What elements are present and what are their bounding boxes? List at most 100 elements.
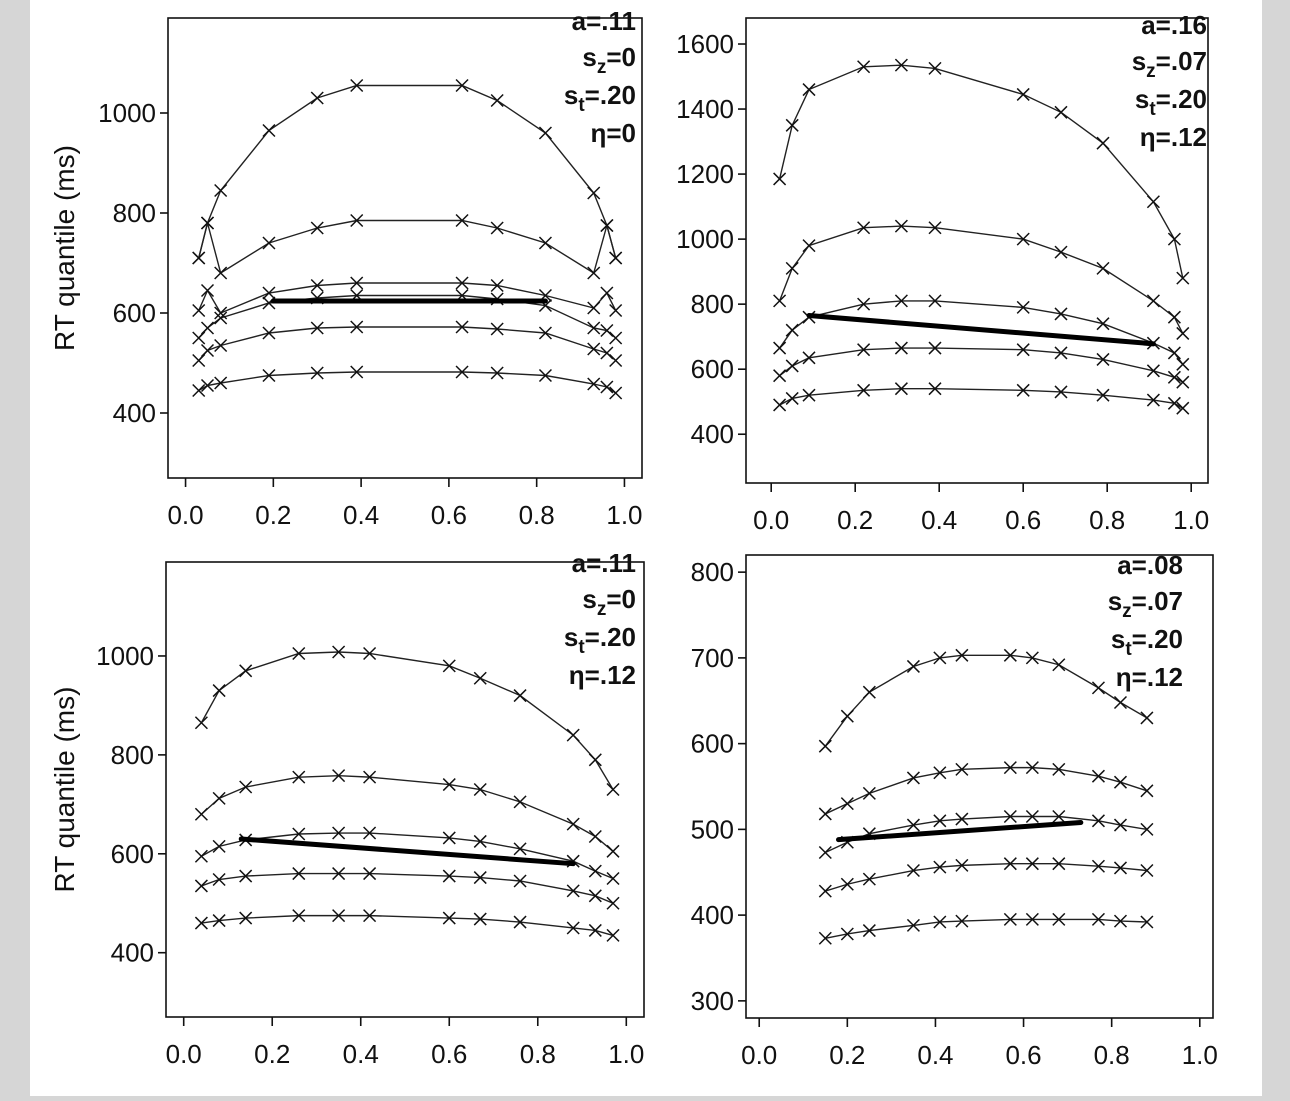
data-point-marker (802, 83, 816, 97)
data-point-marker (802, 351, 816, 365)
data-point-marker (894, 382, 908, 396)
data-point-marker (538, 236, 552, 250)
data-point-marker (785, 118, 799, 132)
series-line (825, 862, 1147, 892)
data-point-marker (442, 869, 456, 883)
y-tick-label: 600 (113, 298, 156, 328)
data-point-marker (857, 221, 871, 235)
data-point-marker (928, 382, 942, 396)
data-point-marker (200, 283, 215, 298)
data-point-marker (1025, 651, 1039, 665)
data-point-marker (1176, 271, 1190, 285)
data-point-marker (600, 380, 614, 394)
x-tick-label: 0.6 (431, 500, 467, 530)
data-point-marker (292, 909, 306, 923)
data-point-marker (350, 213, 364, 228)
data-point-marker (785, 359, 799, 373)
data-point-marker (1054, 105, 1068, 119)
data-point-marker (857, 383, 871, 397)
parameter-label: st=.20 (1111, 624, 1183, 660)
y-tick-label: 600 (691, 354, 734, 384)
panel-bottom-right: 0.0 0.2 0.4 0.6 0.8 1.0 300 400 500 600 700 800 a=.0… (691, 550, 1218, 1070)
data-point-marker (955, 812, 969, 826)
data-point-marker (538, 326, 552, 340)
parameter-label: st=.20 (1135, 84, 1207, 120)
data-point-marker (1113, 914, 1128, 928)
data-point-marker (1052, 762, 1066, 776)
data-point-marker (1140, 915, 1154, 929)
data-point-marker (194, 879, 208, 893)
parameter-label: st=.20 (564, 80, 636, 116)
data-point-marker (332, 867, 346, 881)
x-tick-label: 0.0 (753, 505, 789, 535)
y-tick-label: 500 (691, 814, 734, 844)
data-point-marker (1016, 87, 1030, 101)
data-point-marker (840, 927, 854, 941)
data-point-marker (566, 817, 580, 831)
data-point-marker (588, 829, 602, 844)
data-point-marker (214, 306, 228, 320)
x-tick-label: 0.8 (1094, 1040, 1130, 1070)
data-point-marker (214, 183, 228, 198)
data-point-marker (455, 320, 469, 334)
data-point-marker (214, 311, 228, 325)
data-point-marker (350, 365, 364, 379)
panel-top-left: 0.0 0.2 0.4 0.6 0.8 1.0 400 600 800 1000 RT quanti… (49, 6, 643, 530)
data-point-marker (587, 301, 601, 315)
data-point-marker (292, 867, 306, 881)
data-point-marker (1003, 761, 1017, 775)
parameter-label: sz=0 (582, 584, 636, 620)
series-line (200, 774, 614, 852)
data-point-marker (894, 341, 908, 355)
data-point-marker (588, 864, 602, 878)
data-point-marker (1091, 681, 1105, 695)
parameter-label: η=0 (590, 118, 636, 148)
data-point-marker (490, 366, 504, 380)
data-point-marker (933, 915, 947, 929)
data-point-marker (1054, 385, 1068, 399)
parameter-label: a=.11 (572, 548, 636, 578)
data-point-marker (212, 839, 226, 853)
data-point-marker (332, 645, 346, 659)
parameter-label: a=.08 (1117, 550, 1183, 580)
data-point-marker (1113, 775, 1128, 789)
data-point-marker (332, 769, 346, 783)
y-tick-label: 300 (691, 986, 734, 1016)
data-point-marker (894, 219, 908, 233)
data-point-marker (818, 807, 832, 821)
y-axis-label: RT quantile (ms) (49, 145, 80, 351)
plot-frame (745, 554, 1214, 1019)
series-line (778, 64, 1184, 279)
data-point-marker (473, 671, 487, 685)
data-point-marker (292, 827, 306, 841)
data-point-marker (1016, 232, 1030, 246)
y-tick-label: 600 (111, 839, 154, 869)
data-point-marker (928, 221, 942, 235)
data-point-marker (1167, 346, 1181, 360)
data-point-marker (332, 826, 346, 840)
x-tick-label: 1.0 (608, 1039, 644, 1069)
data-point-marker (513, 874, 527, 888)
y-tick-label: 400 (691, 419, 734, 449)
data-point-marker (818, 739, 832, 753)
series-line (779, 387, 1184, 409)
panel-top-right: 0.0 0.2 0.4 0.6 0.8 1.0 400 600 800 1000 1200 1400 1… (676, 10, 1209, 535)
data-point-marker (1140, 784, 1154, 798)
data-point-marker (214, 338, 228, 353)
data-point-marker (200, 378, 215, 393)
data-point-marker (262, 123, 276, 138)
x-tick-label: 1.0 (606, 500, 642, 530)
data-point-marker (1146, 364, 1160, 378)
data-point-marker (350, 78, 364, 93)
data-point-marker (906, 659, 920, 673)
y-tick-label: 1000 (98, 98, 156, 128)
data-point-marker (192, 251, 206, 265)
data-point-marker (442, 659, 456, 673)
data-point-marker (192, 303, 206, 318)
thick-reference-line (836, 820, 1084, 843)
data-point-marker (894, 58, 908, 72)
data-point-marker (239, 664, 253, 678)
data-point-marker (1025, 809, 1039, 824)
y-tick-label: 400 (111, 938, 154, 968)
data-point-marker (862, 685, 876, 699)
